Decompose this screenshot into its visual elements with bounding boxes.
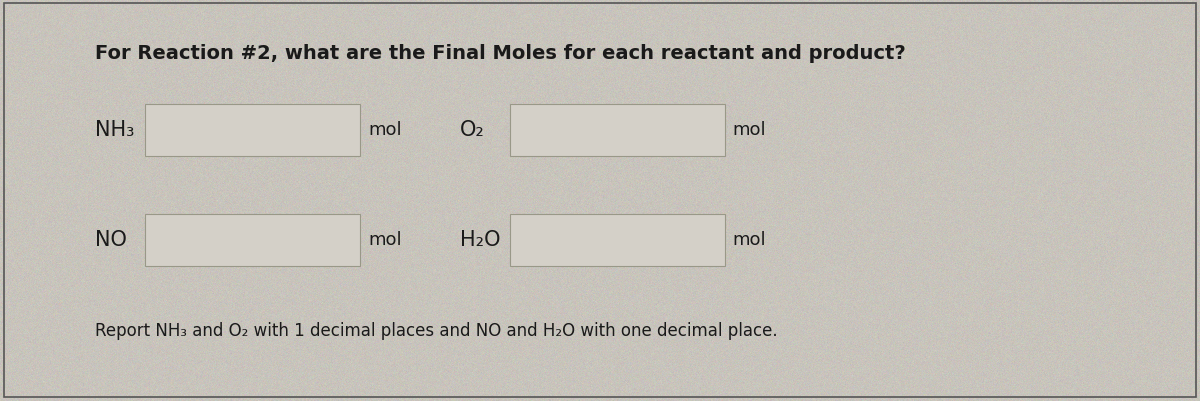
FancyBboxPatch shape <box>510 105 725 157</box>
Text: mol: mol <box>732 231 766 248</box>
FancyBboxPatch shape <box>145 105 360 157</box>
Text: O₂: O₂ <box>460 120 485 140</box>
Text: mol: mol <box>368 121 402 139</box>
Text: Report NH₃ and O₂ with 1 decimal places and NO and H₂O with one decimal place.: Report NH₃ and O₂ with 1 decimal places … <box>95 321 778 339</box>
Text: mol: mol <box>368 231 402 248</box>
Text: NH₃: NH₃ <box>95 120 134 140</box>
FancyBboxPatch shape <box>510 215 725 266</box>
Text: NO: NO <box>95 229 127 249</box>
Text: For Reaction #2, what are the Final Moles for each reactant and product?: For Reaction #2, what are the Final Mole… <box>95 44 906 63</box>
FancyBboxPatch shape <box>145 215 360 266</box>
Text: H₂O: H₂O <box>460 229 500 249</box>
Text: mol: mol <box>732 121 766 139</box>
